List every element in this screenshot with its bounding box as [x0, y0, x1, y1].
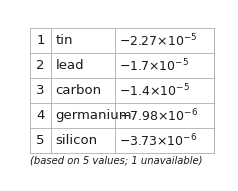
Text: germanium: germanium: [56, 109, 132, 122]
Text: $-7.98{\times}10^{-6}$: $-7.98{\times}10^{-6}$: [119, 107, 198, 124]
Text: $-3.73{\times}10^{-6}$: $-3.73{\times}10^{-6}$: [119, 132, 197, 149]
Text: lead: lead: [56, 59, 84, 72]
Text: $-1.7{\times}10^{-5}$: $-1.7{\times}10^{-5}$: [119, 57, 189, 74]
Text: $-1.4{\times}10^{-5}$: $-1.4{\times}10^{-5}$: [119, 82, 190, 99]
Text: 3: 3: [36, 84, 45, 97]
Text: $-2.27{\times}10^{-5}$: $-2.27{\times}10^{-5}$: [119, 32, 198, 49]
Text: carbon: carbon: [56, 84, 102, 97]
Text: (based on 5 values; 1 unavailable): (based on 5 values; 1 unavailable): [30, 156, 202, 166]
Text: tin: tin: [56, 34, 73, 47]
Text: 4: 4: [36, 109, 45, 122]
Text: 2: 2: [36, 59, 45, 72]
Text: silicon: silicon: [56, 134, 98, 147]
Text: 1: 1: [36, 34, 45, 47]
Text: 5: 5: [36, 134, 45, 147]
